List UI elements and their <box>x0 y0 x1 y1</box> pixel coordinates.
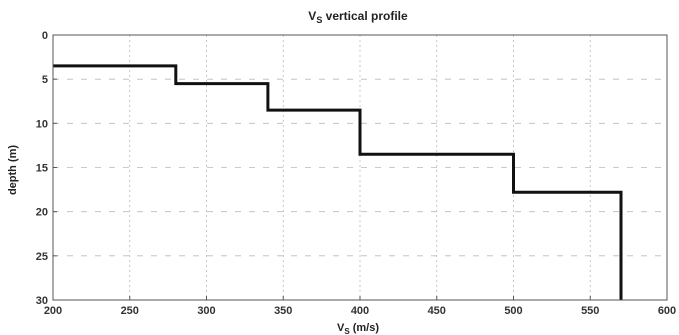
y-axis-ticks: 0 5 10 15 20 25 30 <box>36 30 57 307</box>
y-tick-label: 10 <box>36 118 48 130</box>
x-tick-label: 450 <box>428 305 446 317</box>
grid-lines <box>53 35 667 300</box>
x-tick-label: 250 <box>121 305 139 317</box>
y-tick-label: 20 <box>36 207 48 219</box>
x-tick-label: 350 <box>274 305 292 317</box>
y-tick-label: 0 <box>42 30 48 42</box>
x-tick-label: 300 <box>197 305 215 317</box>
y-axis-label: depth (m) <box>7 145 19 195</box>
chart-title: VS vertical profile <box>308 9 408 25</box>
x-tick-label: 400 <box>351 305 369 317</box>
y-tick-label: 15 <box>36 163 48 175</box>
y-tick-label: 5 <box>42 74 48 86</box>
x-tick-label: 500 <box>504 305 522 317</box>
x-tick-label: 600 <box>658 305 676 317</box>
x-tick-label: 550 <box>581 305 599 317</box>
series-group <box>53 64 623 300</box>
x-axis-ticks: 200 250 300 350 400 450 500 550 600 <box>44 296 676 317</box>
x-axis-label: VS (m/s) <box>337 322 379 335</box>
y-tick-label: 25 <box>36 251 48 263</box>
y-tick-label: 30 <box>36 295 48 307</box>
vs-profile-line <box>53 64 623 300</box>
x-tick-label: 200 <box>44 305 62 317</box>
